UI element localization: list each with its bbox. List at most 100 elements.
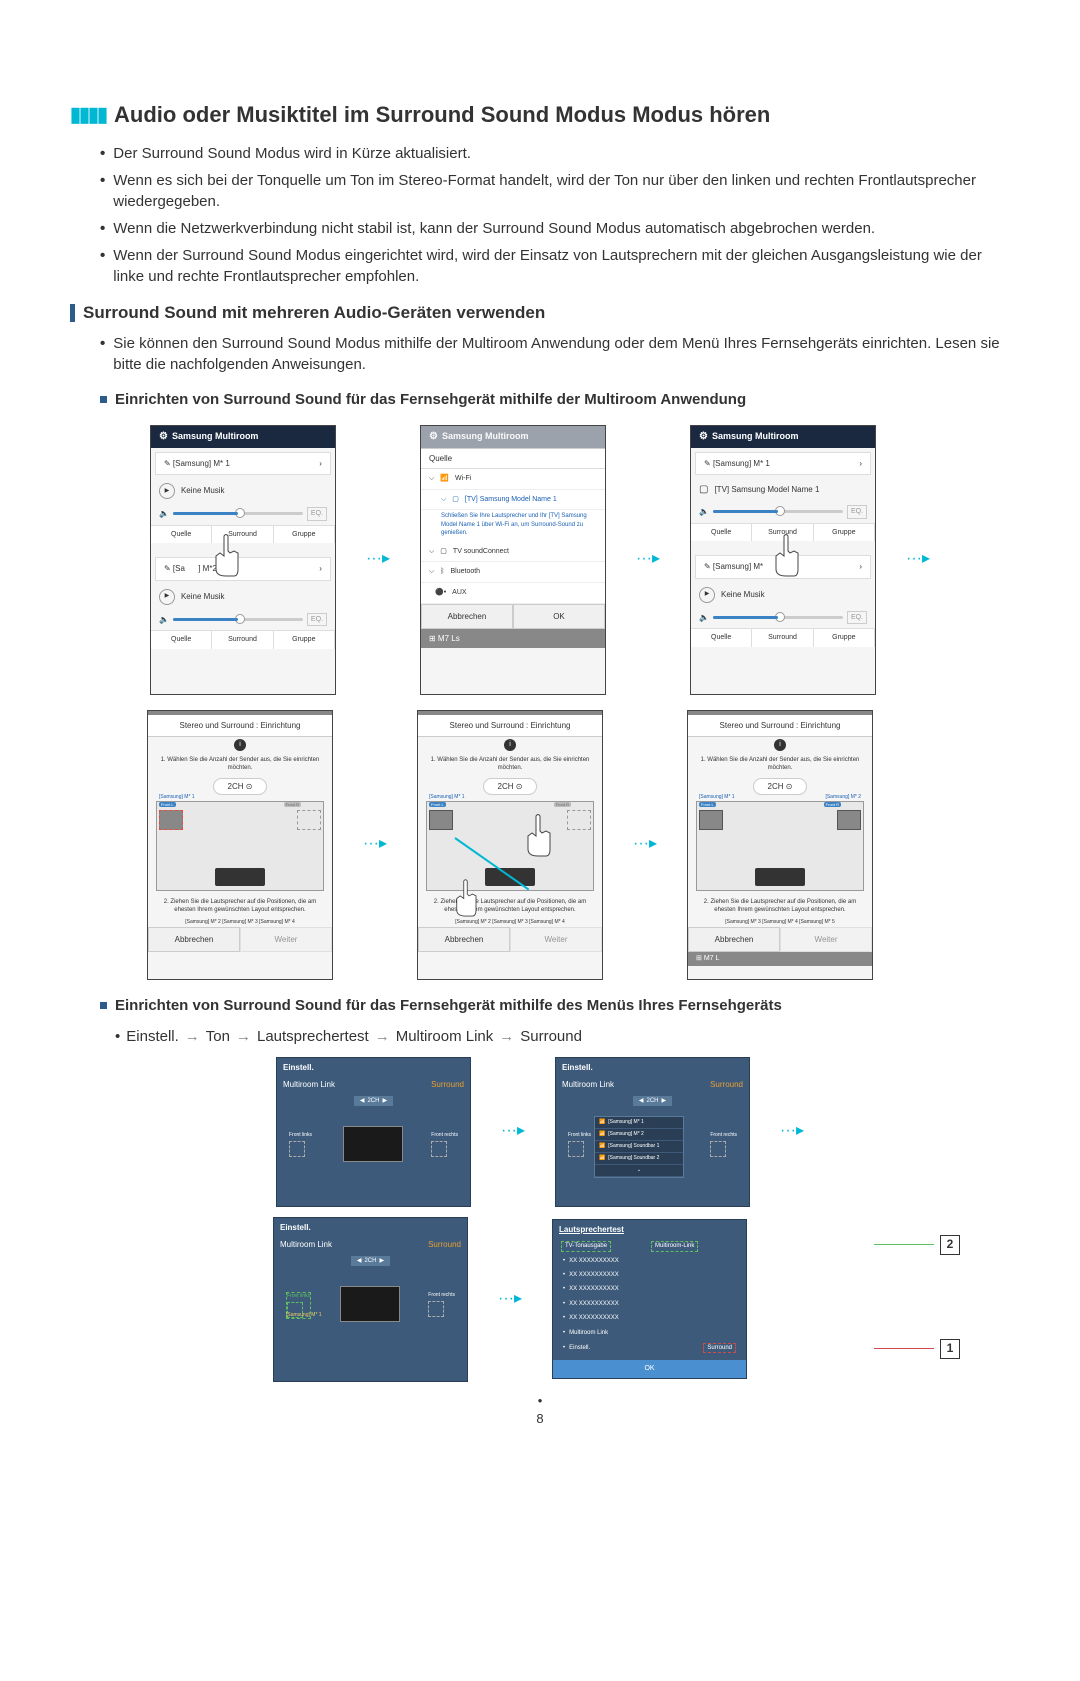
- cancel-button[interactable]: Abbrechen: [148, 927, 240, 952]
- ch-selector[interactable]: ◀ 2CH ▶: [354, 1096, 393, 1106]
- available-speakers: [Samsung] M* 2 [Samsung] M* 3 [Samsung] …: [148, 918, 332, 927]
- test-item: XX XXXXXXXXXX: [553, 1311, 746, 1325]
- cancel-button[interactable]: Abbrechen: [421, 604, 513, 629]
- speaker-slot[interactable]: Front rechts: [710, 1132, 737, 1157]
- source-bluetooth[interactable]: ⌵ᛒBluetooth: [421, 562, 605, 583]
- app-screenshots-row-1: ⚙Samsung Multiroom ✎ [Samsung] M* 1› ▶Ke…: [70, 425, 1010, 695]
- speaker-slot[interactable]: [429, 810, 453, 830]
- tv-icon: [343, 1126, 403, 1162]
- speaker-dropdown[interactable]: 📶[Samsung] M* 1 📶[Samsung] M* 2 📶[Samsun…: [594, 1116, 684, 1178]
- source-tvsc[interactable]: ⌵▢TV soundConnect: [421, 542, 605, 563]
- setup-screen-1: Stereo und Surround : Einrichtung i 1. W…: [147, 710, 333, 980]
- step-text: 1. Wählen Sie die Anzahl der Sender aus,…: [148, 753, 332, 776]
- channel-pill[interactable]: 2CH ⊙: [213, 778, 268, 795]
- room-layout: [Samsung] M* 1 Front L [Samsung] M* 2 Fr…: [696, 801, 864, 891]
- setup-screen-3: Stereo und Surround : Einrichtung i 1. W…: [687, 710, 873, 980]
- arrow-icon: ···▸: [636, 548, 660, 570]
- arrow-icon: ···▸: [780, 1120, 804, 1142]
- tv-output-box: TV-Tonausgabe: [561, 1241, 611, 1251]
- bullet-list-2: Sie können den Surround Sound Modus mith…: [100, 333, 1010, 375]
- next-button[interactable]: Weiter: [240, 927, 332, 952]
- info-icon: i: [234, 739, 246, 751]
- test-item: Einstell.Surround: [553, 1340, 746, 1356]
- bullet: Wenn die Netzwerkverbindung nicht stabil…: [100, 218, 1010, 239]
- surround-box: Surround: [703, 1343, 736, 1353]
- arrow-icon: ···▸: [906, 548, 930, 570]
- speaker-icon: 🔈: [159, 508, 169, 519]
- speaker-slot[interactable]: Front rechts: [431, 1132, 458, 1157]
- sub-heading: Surround Sound mit mehreren Audio-Geräte…: [70, 301, 1010, 325]
- tv-screenshots-row-2: Einstell. Multiroom LinkSurround ◀ 2CH ▶…: [70, 1217, 1010, 1382]
- speaker-icon: 🔈: [159, 614, 169, 625]
- heading-bar-icon: [70, 304, 75, 322]
- tv-screen-test: Lautsprechertest TV-Tonausgabe Multiroom…: [552, 1219, 747, 1379]
- speaker-slot[interactable]: [699, 810, 723, 830]
- bullet: Wenn es sich bei der Tonquelle um Ton im…: [100, 170, 1010, 212]
- wifi-icon: 📶: [440, 474, 449, 484]
- play-row: ▶Keine Musik: [151, 479, 335, 503]
- gear-icon: ⚙: [699, 430, 708, 444]
- arrow-icon: ···▸: [633, 833, 657, 855]
- speaker-slot[interactable]: Front links: [568, 1132, 591, 1157]
- bullet-list-1: Der Surround Sound Modus wird in Kürze a…: [100, 143, 1010, 287]
- device-row[interactable]: ✎ [Samsung] M* 1›: [155, 452, 331, 475]
- source-aux[interactable]: ⚫•AUX: [421, 583, 605, 604]
- wifi-icon: 📶: [599, 1119, 605, 1126]
- bluetooth-icon: ᛒ: [440, 567, 444, 577]
- bullet: Wenn der Surround Sound Modus eingericht…: [100, 245, 1010, 287]
- menu-path: • Einstell.→ Ton→ Lautsprechertest→ Mult…: [115, 1026, 1010, 1047]
- test-item: XX XXXXXXXXXX: [553, 1297, 746, 1311]
- app-screen-2: ⚙Samsung Multiroom Quelle ⌵📶Wi-Fi ⌵▢[TV]…: [420, 425, 606, 695]
- assigned-label: [Samsung] M* 1: [286, 1312, 322, 1319]
- test-item: XX XXXXXXXXXX: [553, 1282, 746, 1296]
- gear-icon: ⚙: [159, 430, 168, 444]
- test-item: Multiroom Link: [553, 1326, 746, 1340]
- hand-pointer-icon: [448, 876, 483, 921]
- tv-screen-2: Einstell. Multiroom LinkSurround ◀ 2CH ▶…: [555, 1057, 750, 1207]
- square-bullet-icon: [100, 396, 107, 403]
- source-tv[interactable]: ⌵▢[TV] Samsung Model Name 1: [421, 490, 605, 511]
- speaker-slot[interactable]: [159, 810, 183, 830]
- speaker-slot[interactable]: Front links: [289, 1132, 312, 1157]
- bullet: Der Surround Sound Modus wird in Kürze a…: [100, 143, 1010, 164]
- tv-icon: [215, 868, 265, 886]
- ok-button[interactable]: OK: [513, 604, 605, 629]
- tv-screen-1: Einstell. Multiroom LinkSurround ◀ 2CH ▶…: [276, 1057, 471, 1207]
- ok-button[interactable]: OK: [553, 1360, 746, 1378]
- tv-icon: ▢: [440, 547, 447, 557]
- arrow-icon: ···▸: [501, 1120, 525, 1142]
- square-bullet-icon: [100, 1002, 107, 1009]
- step-text: 2. Ziehen Sie die Lautsprecher auf die P…: [148, 895, 332, 918]
- speaker-slot[interactable]: [567, 810, 591, 830]
- speaker-slot[interactable]: [837, 810, 861, 830]
- tv-icon: ▢: [452, 495, 459, 505]
- callout-1: 1: [874, 1339, 960, 1359]
- play-icon[interactable]: ▶: [159, 483, 175, 499]
- hand-pointer-icon: [206, 531, 246, 581]
- info-icon: i: [774, 739, 786, 751]
- arrow-icon: ···▸: [498, 1288, 522, 1310]
- arrow-icon: ···▸: [363, 833, 387, 855]
- tv-screen-3: Einstell. Multiroom LinkSurround ◀ 2CH ▶…: [273, 1217, 468, 1382]
- test-item: XX XXXXXXXXXX: [553, 1268, 746, 1282]
- tab-gruppe[interactable]: Gruppe: [274, 526, 335, 544]
- volume-row[interactable]: 🔈EQ.: [151, 503, 335, 525]
- multiroom-link-box: Multiroom-Link: [651, 1241, 698, 1251]
- source-wifi[interactable]: ⌵📶Wi-Fi: [421, 469, 605, 490]
- tv-hint: Schließen Sie Ihre Lautsprecher und Ihr …: [421, 510, 605, 541]
- info-icon: i: [504, 739, 516, 751]
- tv-screenshots-row-1: Einstell. Multiroom LinkSurround ◀ 2CH ▶…: [70, 1057, 1010, 1207]
- speaker-slot[interactable]: [297, 810, 321, 830]
- speaker-icon: 🔈: [699, 506, 709, 517]
- speaker-slot[interactable]: Front rechts: [428, 1292, 455, 1317]
- page-number: •8: [70, 1392, 1010, 1428]
- test-title: Lautsprechertest: [553, 1220, 746, 1239]
- tab-quelle[interactable]: Quelle: [151, 526, 212, 544]
- play-icon[interactable]: ▶: [159, 589, 175, 605]
- main-heading: ▮▮▮▮ Audio oder Musiktitel im Surround S…: [70, 100, 1010, 131]
- bullet: Sie können den Surround Sound Modus mith…: [100, 333, 1010, 375]
- device-bar: ⊞ M7 Ls: [421, 629, 605, 648]
- hand-pointer-icon: [518, 811, 558, 861]
- play-icon[interactable]: ▶: [699, 587, 715, 603]
- device-row[interactable]: ✎ [Samsung] M* 1›: [695, 452, 871, 475]
